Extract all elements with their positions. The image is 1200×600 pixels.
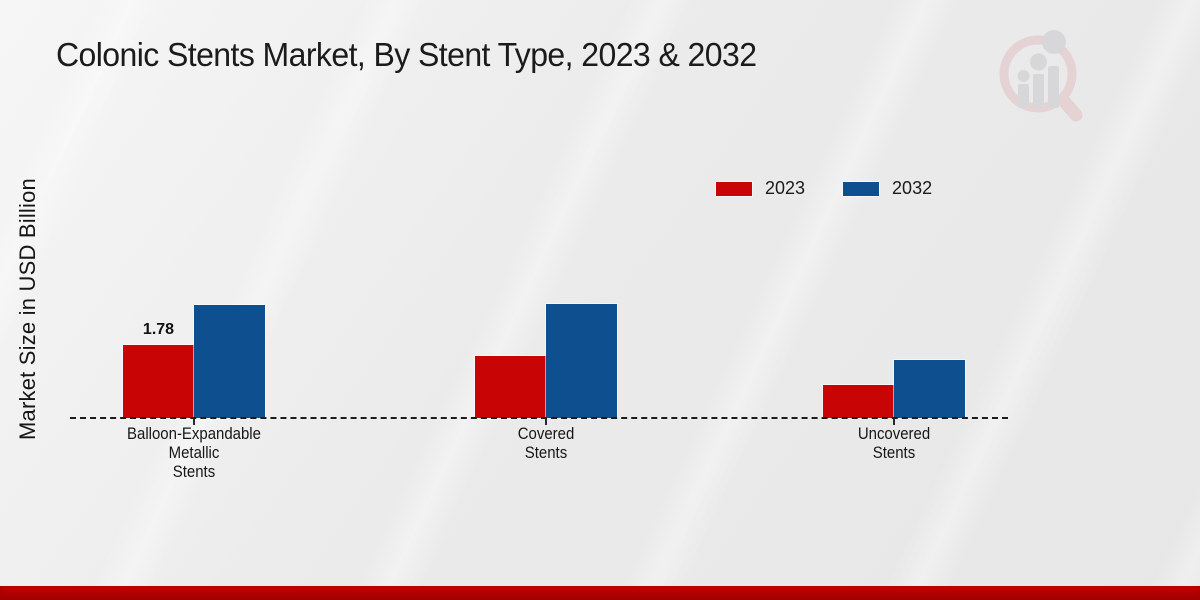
bar-2023-category-1 xyxy=(475,356,546,418)
legend-label-2023: 2023 xyxy=(765,178,806,198)
bar-2032-category-1 xyxy=(546,304,617,418)
category-label: Balloon-Expandable Metallic Stents xyxy=(127,424,261,481)
legend-swatch-2023 xyxy=(716,181,752,196)
bar-2032-category-0 xyxy=(194,305,265,418)
legend-item-2032: 2032 xyxy=(843,178,932,199)
legend-swatch-2032 xyxy=(843,181,880,196)
footer-accent-bar xyxy=(0,586,1200,600)
x-axis-tick xyxy=(545,419,547,425)
x-axis-dashed-baseline xyxy=(70,417,1008,419)
bar-value-label: 1.78 xyxy=(142,321,175,338)
category-label: Uncovered Stents xyxy=(857,424,931,462)
bar-2032-category-2 xyxy=(894,360,965,418)
category-label: Covered Stents xyxy=(517,424,575,462)
chart-title: Colonic Stents Market, By Stent Type, 20… xyxy=(56,36,757,73)
legend: 2023 2032 xyxy=(716,178,932,199)
bar-2023-category-0 xyxy=(123,345,194,418)
magnifier-bar-chart-logo-icon xyxy=(999,30,1083,122)
legend-item-2023: 2023 xyxy=(716,178,805,199)
bar-2023-category-2 xyxy=(823,385,894,418)
x-axis-tick xyxy=(193,419,195,425)
x-axis-tick xyxy=(893,419,895,425)
legend-label-2032: 2032 xyxy=(892,178,933,198)
